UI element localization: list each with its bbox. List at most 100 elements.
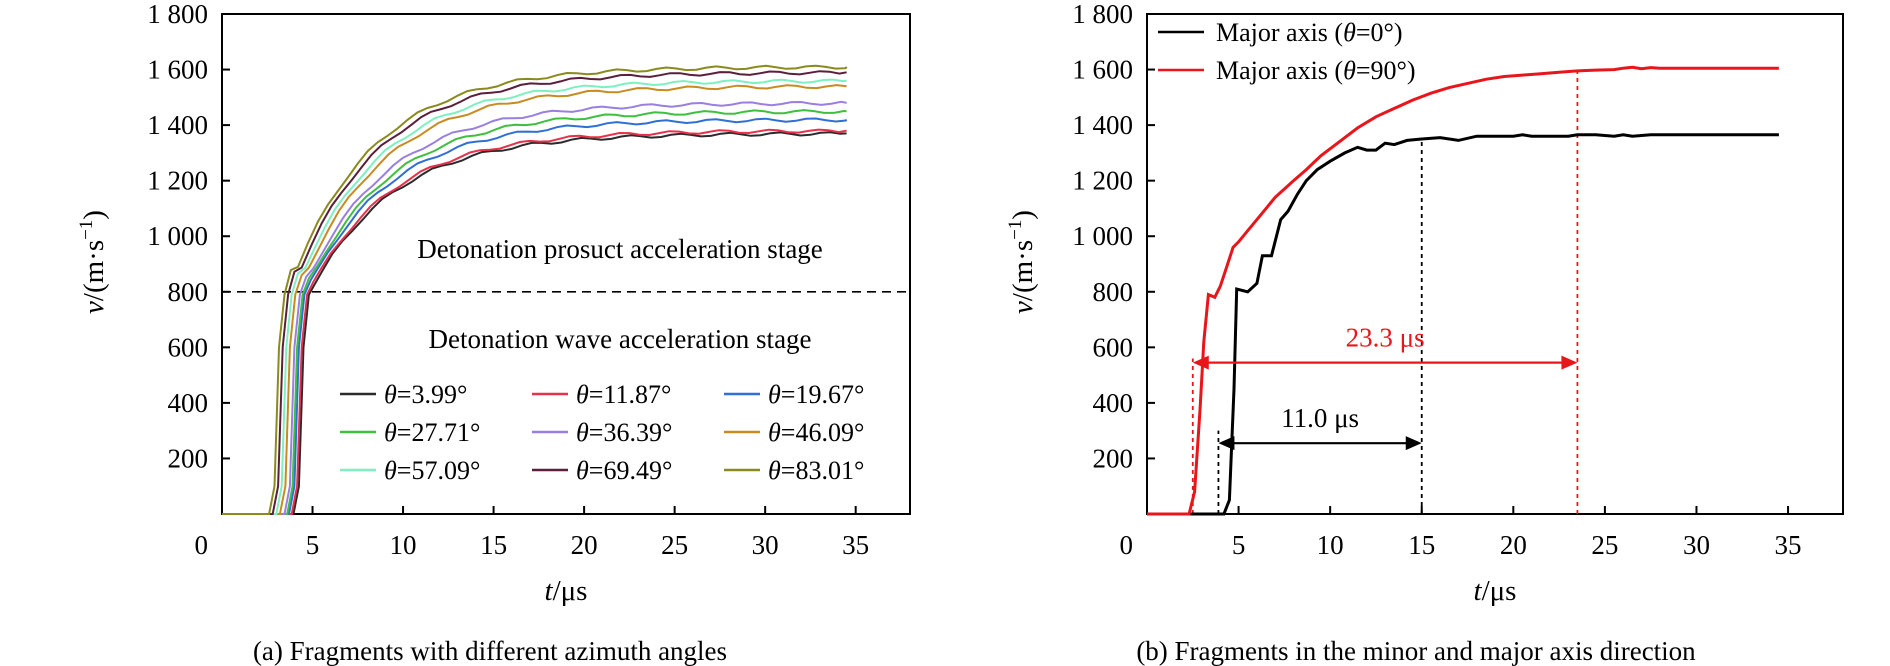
x-tick-label: 20 <box>571 530 598 560</box>
chart-panel-a: 5 10 15 20 25 30 35 0 200 400 600 800 1 000 1 200 1 40… <box>76 0 911 666</box>
span-arrowhead-right <box>1561 355 1578 370</box>
y-tick-label: 1 000 <box>1072 221 1133 251</box>
series-line-theta-5709 <box>222 78 847 515</box>
span-arrowhead-left <box>1218 436 1235 451</box>
x-axis-label: t/μs <box>1474 575 1517 607</box>
tick-marks <box>1146 13 1790 514</box>
legend-label: θ=69.49° <box>576 456 672 485</box>
tick-labels: 5 10 15 20 25 30 35 0 200 400 600 800 1 000 1 200 1 40… <box>1072 0 1801 560</box>
x-tick-label: 10 <box>1317 530 1344 560</box>
y-axis-var: v <box>78 301 110 314</box>
y-tick-label: 1 400 <box>1072 110 1133 140</box>
legend-label: θ=83.01° <box>768 456 864 485</box>
tick-labels: 5 10 15 20 25 30 35 0 200 400 600 800 1 000 1 200 1 40… <box>147 0 869 560</box>
x-tick-label: 20 <box>1500 530 1527 560</box>
x-axis-var: t <box>545 575 554 607</box>
legend-label: θ=46.09° <box>768 418 864 447</box>
caption-b: (b) Fragments in the minor and major axi… <box>1136 636 1696 666</box>
y-axis-exp: −1 <box>1005 220 1026 240</box>
y-axis-unit: /(m·s <box>1007 240 1039 301</box>
x-axis-var: t <box>1474 575 1483 607</box>
span-arrowhead-left <box>1192 355 1209 370</box>
span-label: 23.3 μs <box>1346 323 1425 353</box>
legend-label: θ=19.67° <box>768 380 864 409</box>
legend-var: θ <box>384 380 397 409</box>
y-tick-label: 600 <box>1093 332 1134 362</box>
annotation-upper: Detonation prosuct acceleration stage <box>417 234 823 264</box>
y-axis-label: v/(m·s−1) <box>1005 210 1039 314</box>
y-tick-label: 200 <box>1093 443 1134 473</box>
legend-label: θ=36.39° <box>576 418 672 447</box>
y-tick-label: 1 800 <box>1072 0 1133 29</box>
series-group <box>222 64 848 515</box>
x-tick-label: 30 <box>752 530 779 560</box>
legend-var: θ <box>768 418 781 447</box>
legend-label: Major axis (θ=0°) <box>1216 18 1403 47</box>
y-tick-label: 1 600 <box>1072 55 1133 85</box>
series-line-theta-1967 <box>222 117 848 515</box>
x-axis-unit: /μs <box>1482 575 1517 607</box>
legend-prefix: Major axis ( <box>1216 56 1343 85</box>
x-tick-label: 30 <box>1683 530 1710 560</box>
legend: Major axis (θ=0°)Major axis (θ=90°) <box>1158 18 1416 85</box>
x-tick-label: 15 <box>1408 530 1435 560</box>
legend-value: =27.71° <box>397 418 481 447</box>
series-line-theta-3639 <box>222 100 847 515</box>
y-tick-label: 1 800 <box>147 0 208 29</box>
legend-label: Major axis (θ=90°) <box>1216 56 1416 85</box>
x-tick-label: 5 <box>1232 530 1246 560</box>
x-tick-label: 35 <box>1775 530 1802 560</box>
legend-var: θ <box>1343 56 1356 85</box>
y-axis-var: v <box>1007 301 1039 314</box>
x-axis-label: t/μs <box>545 575 588 607</box>
legend-value: =57.09° <box>397 456 481 485</box>
span-label: 11.0 μs <box>1281 403 1359 433</box>
plot-frame <box>1146 13 1844 515</box>
legend-suffix: =90°) <box>1356 56 1416 85</box>
annotation-lower: Detonation wave acceleration stage <box>428 324 811 354</box>
x-tick-label: 0 <box>195 530 209 560</box>
legend-value: =11.87° <box>589 380 672 409</box>
legend-value: =19.67° <box>781 380 865 409</box>
legend-var: θ <box>576 380 589 409</box>
legend-var: θ <box>768 456 781 485</box>
legend-value: =83.01° <box>781 456 865 485</box>
series-line-theta-90 <box>1147 65 1779 516</box>
y-tick-label: 600 <box>168 332 209 362</box>
y-axis-close: ) <box>78 210 110 220</box>
series-line-theta-4609 <box>222 84 847 515</box>
legend-var: θ <box>576 418 589 447</box>
y-axis-unit: /(m·s <box>78 240 110 301</box>
series-group <box>1147 65 1779 516</box>
x-tick-label: 25 <box>1591 530 1618 560</box>
legend-label: θ=27.71° <box>384 418 480 447</box>
span-arrows: 11.0 μs 23.3 μs <box>1192 323 1578 451</box>
caption-a: (a) Fragments with different azimuth ang… <box>253 636 727 666</box>
y-tick-label: 800 <box>168 277 209 307</box>
y-tick-label: 800 <box>1093 277 1134 307</box>
x-tick-label: 15 <box>480 530 507 560</box>
legend-label: θ=11.87° <box>576 380 671 409</box>
series-line-theta-399 <box>222 131 847 515</box>
y-tick-label: 1 400 <box>147 110 208 140</box>
x-tick-label: 5 <box>306 530 320 560</box>
y-tick-label: 1 200 <box>1072 166 1133 196</box>
chart-panel-b: 5 10 15 20 25 30 35 0 200 400 600 800 1 000 1 200 1 40… <box>1005 0 1844 666</box>
legend-var: θ <box>384 456 397 485</box>
legend-var: θ <box>768 380 781 409</box>
y-tick-label: 200 <box>168 443 209 473</box>
legend-label: θ=3.99° <box>384 380 467 409</box>
legend-prefix: Major axis ( <box>1216 18 1343 47</box>
x-tick-label: 25 <box>661 530 688 560</box>
series-line-theta-6949 <box>222 70 847 515</box>
legend-value: =36.39° <box>589 418 673 447</box>
series-line-theta-1187 <box>222 128 847 515</box>
marker-lines <box>1191 69 1579 514</box>
x-tick-label: 35 <box>842 530 869 560</box>
legend: θ=3.99° θ=11.87° θ=19.67°θ=27.71° θ=36.39° θ… <box>340 380 864 485</box>
y-axis-close: ) <box>1007 210 1039 220</box>
y-tick-label: 1 200 <box>147 166 208 196</box>
y-tick-label: 400 <box>168 388 209 418</box>
legend-value: =69.49° <box>589 456 673 485</box>
